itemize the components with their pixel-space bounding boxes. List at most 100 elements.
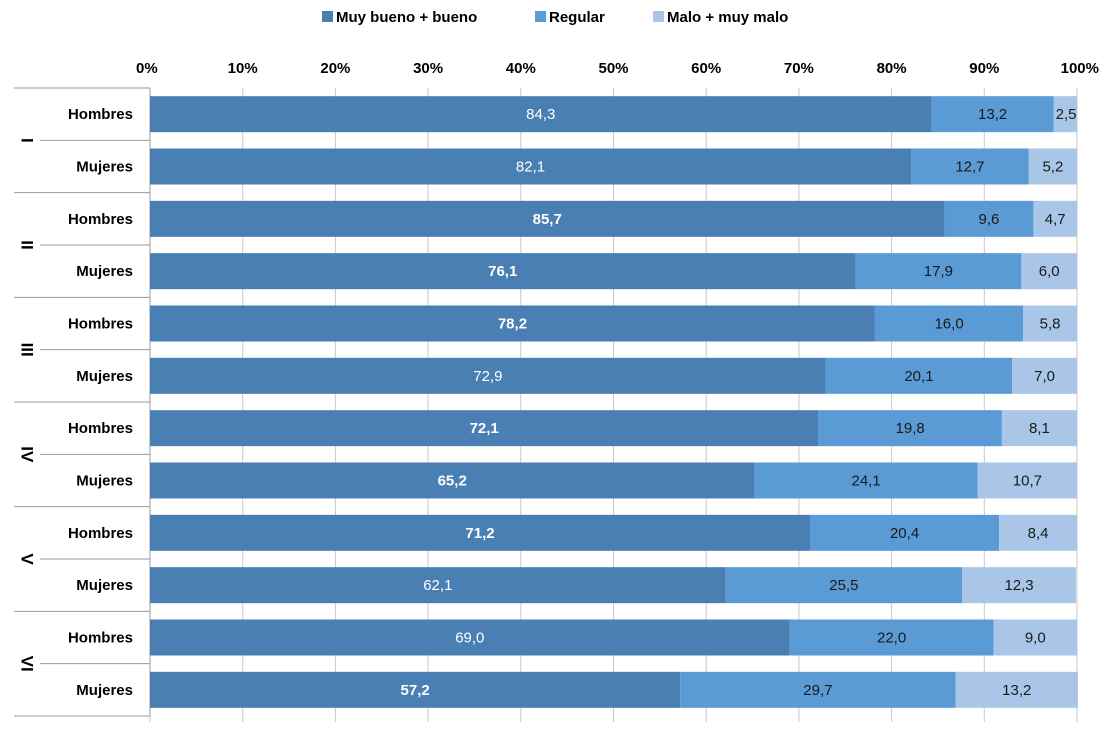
x-tick-label: 90% [969, 60, 999, 77]
data-label: 13,2 [1002, 682, 1031, 699]
bar-segment [754, 462, 978, 499]
bar-segment [931, 96, 1054, 133]
subcategory-label: Hombres [68, 211, 133, 228]
legend-swatch [653, 11, 664, 22]
subcategory-label: Mujeres [76, 682, 133, 699]
group-label: I [18, 138, 37, 143]
bar-segment [150, 619, 790, 656]
bar-segment [977, 462, 1077, 499]
legend-label: Muy bueno + bueno [336, 9, 477, 26]
data-label: 24,1 [852, 473, 881, 490]
bar-segment [810, 514, 1000, 551]
data-label: 65,2 [438, 473, 467, 490]
bar-segment [818, 410, 1002, 447]
bar-segment [150, 357, 826, 394]
data-label: 76,1 [488, 263, 517, 280]
data-label: 16,0 [934, 316, 963, 333]
x-tick-label: 30% [413, 60, 443, 77]
subcategory-label: Hombres [68, 630, 133, 647]
bar-segment [150, 514, 811, 551]
bar-segment [962, 567, 1077, 604]
bar-segment [789, 619, 994, 656]
data-label: 8,4 [1028, 525, 1049, 542]
bars [150, 96, 1078, 708]
group-label: IV [18, 446, 37, 463]
bar-segment [911, 148, 1029, 185]
bar-segment [150, 148, 912, 185]
data-label: 12,3 [1004, 577, 1033, 594]
legend-label: Regular [549, 9, 605, 26]
bar-segment [1053, 96, 1077, 133]
bar-segment [150, 567, 726, 604]
group-label: II [18, 240, 37, 249]
data-label: 69,0 [455, 630, 484, 647]
data-label: 71,2 [465, 525, 494, 542]
legend-swatch [322, 11, 333, 22]
subcategory-label: Hombres [68, 316, 133, 333]
data-label: 20,4 [890, 525, 919, 542]
x-tick-label: 0% [136, 60, 158, 77]
data-label: 84,3 [526, 106, 555, 123]
bar-segment [999, 514, 1077, 551]
data-label: 13,2 [978, 106, 1007, 123]
data-label: 17,9 [924, 263, 953, 280]
x-tick-label: 100% [1061, 60, 1099, 77]
x-axis-ticks: 0% 10% 20% 30% 40% 50% 60% 70% 80% 90% 100% [136, 60, 1099, 77]
bar-segment [680, 671, 956, 708]
x-tick-label: 70% [784, 60, 814, 77]
data-label: 72,9 [473, 368, 502, 385]
data-label: 29,7 [803, 682, 832, 699]
data-label: 72,1 [470, 420, 499, 437]
bar-segment [150, 410, 819, 447]
data-label: 9,0 [1025, 630, 1046, 647]
legend: Muy bueno + bueno Regular Malo + muy malo [322, 9, 788, 26]
bar-segment [150, 200, 945, 237]
x-tick-label: 10% [228, 60, 258, 77]
x-tick-label: 50% [598, 60, 628, 77]
data-label: 22,0 [877, 630, 906, 647]
data-label: 6,0 [1039, 263, 1060, 280]
data-labels: 84,3 13,2 2,5 82,1 12,7 5,2 85,7 9,6 4,7 76,1 17,9… [401, 106, 1077, 699]
subcategory-label: Mujeres [76, 263, 133, 280]
bar-segment [150, 671, 681, 708]
data-label: 20,1 [904, 368, 933, 385]
x-tick-label: 80% [877, 60, 907, 77]
subcategory-label: Mujeres [76, 577, 133, 594]
subcategory-label: Hombres [68, 106, 133, 123]
legend-label: Malo + muy malo [667, 9, 788, 26]
bar-segment [150, 96, 932, 133]
data-label: 25,5 [829, 577, 858, 594]
data-label: 5,8 [1040, 316, 1061, 333]
data-label: 12,7 [955, 159, 984, 176]
group-label: III [18, 343, 37, 357]
bar-segment [1021, 253, 1077, 290]
x-tick-label: 60% [691, 60, 721, 77]
subcategory-label: Hombres [68, 525, 133, 542]
bar-segment [1012, 357, 1077, 394]
bar-segment [825, 357, 1013, 394]
data-label: 2,5 [1056, 106, 1077, 123]
legend-swatch [535, 11, 546, 22]
bar-segment [874, 305, 1024, 342]
data-label: 10,7 [1013, 473, 1042, 490]
data-label: 57,2 [401, 682, 430, 699]
bar-segment [1033, 200, 1077, 237]
subcategory-label: Hombres [68, 420, 133, 437]
bar-segment [1028, 148, 1077, 185]
data-label: 9,6 [979, 211, 1000, 228]
data-label: 7,0 [1034, 368, 1055, 385]
bar-segment [855, 253, 1022, 290]
data-label: 78,2 [498, 316, 527, 333]
data-label: 85,7 [533, 211, 562, 228]
bar-segment [150, 462, 755, 499]
subcategory-label: Mujeres [76, 368, 133, 385]
bar-segment [955, 671, 1078, 708]
bar-segment [993, 619, 1077, 656]
bar-segment [1001, 410, 1077, 447]
x-tick-label: 40% [506, 60, 536, 77]
gridlines [149, 88, 1078, 722]
category-axis: IIIIIIIVVVIHombresMujeresHombresMujeresH… [14, 87, 151, 717]
data-label: 5,2 [1042, 159, 1063, 176]
bar-segment [150, 305, 875, 342]
